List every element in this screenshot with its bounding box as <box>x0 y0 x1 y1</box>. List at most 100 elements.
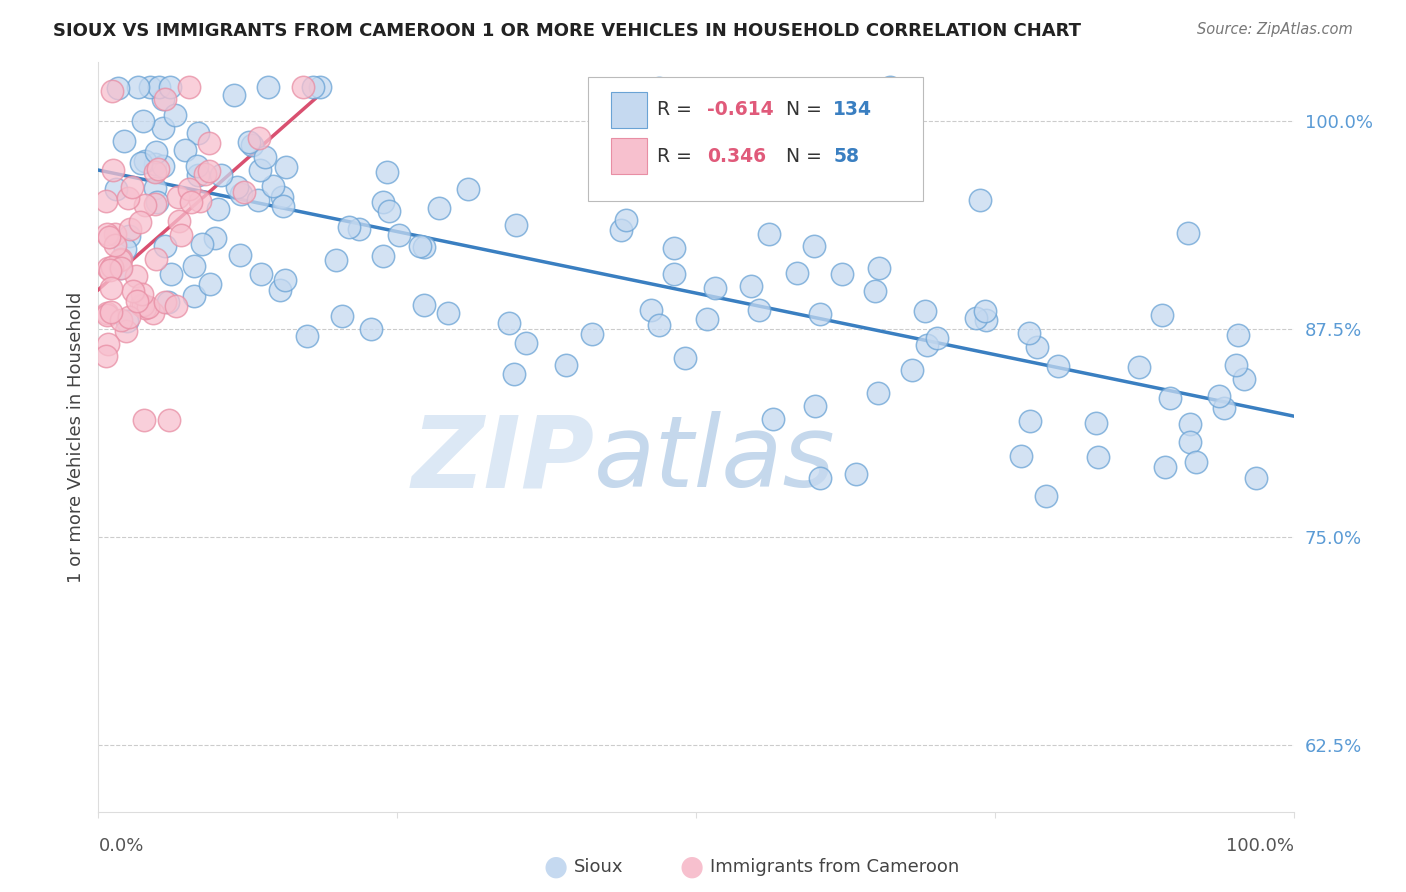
Point <box>555 358 578 372</box>
Point <box>1019 414 1042 428</box>
Point <box>1208 389 1230 403</box>
Point <box>187 168 209 182</box>
Point <box>1010 449 1032 463</box>
Point <box>125 294 148 309</box>
Point <box>678 182 700 196</box>
Point <box>498 316 520 330</box>
Point <box>132 114 155 128</box>
Point <box>132 298 155 312</box>
Point <box>762 412 785 426</box>
Point <box>1213 401 1236 415</box>
Point <box>436 306 458 320</box>
Point <box>1025 339 1047 353</box>
Point <box>974 313 997 327</box>
Point <box>295 329 318 343</box>
Point <box>740 279 762 293</box>
Point <box>748 303 770 318</box>
FancyBboxPatch shape <box>612 138 647 174</box>
Point <box>209 168 232 182</box>
Point <box>360 321 382 335</box>
Text: R =: R = <box>657 146 697 166</box>
Point <box>914 303 936 318</box>
Point <box>337 220 360 235</box>
Point <box>183 289 205 303</box>
Point <box>143 165 166 179</box>
Point <box>153 92 176 106</box>
Point <box>145 197 167 211</box>
Point <box>191 236 214 251</box>
Point <box>247 131 270 145</box>
Text: SIOUX VS IMMIGRANTS FROM CAMEROON 1 OR MORE VEHICLES IN HOUSEHOLD CORRELATION CH: SIOUX VS IMMIGRANTS FROM CAMEROON 1 OR M… <box>53 22 1081 40</box>
Point <box>110 252 132 267</box>
Point <box>1085 416 1108 430</box>
Point <box>863 284 886 298</box>
Point <box>808 306 831 320</box>
Point <box>143 156 166 170</box>
Point <box>371 249 394 263</box>
Point <box>97 336 120 351</box>
Point <box>1128 359 1150 374</box>
Point <box>165 108 187 122</box>
Point <box>1018 326 1040 341</box>
Point <box>97 260 120 275</box>
Text: 0.346: 0.346 <box>707 146 766 166</box>
Point <box>121 180 143 194</box>
Point <box>377 203 399 218</box>
Point <box>249 163 271 178</box>
Point <box>101 260 124 274</box>
Point <box>292 80 315 95</box>
Text: 134: 134 <box>834 100 872 120</box>
Text: Immigrants from Cameroon: Immigrants from Cameroon <box>710 858 959 876</box>
Point <box>160 267 183 281</box>
Point <box>1180 417 1202 432</box>
Text: -0.614: -0.614 <box>707 100 773 120</box>
Point <box>1154 460 1177 475</box>
Point <box>647 80 669 95</box>
Point <box>121 284 143 298</box>
Point <box>136 300 159 314</box>
Point <box>120 221 142 235</box>
Point <box>128 214 150 228</box>
Point <box>143 181 166 195</box>
Point <box>139 80 162 95</box>
Point <box>107 81 129 95</box>
Point <box>965 310 987 325</box>
Point <box>696 311 718 326</box>
Point <box>224 87 246 102</box>
Point <box>609 223 631 237</box>
Point <box>110 253 132 268</box>
Point <box>207 202 229 216</box>
Point <box>1226 328 1249 343</box>
Point <box>1225 358 1247 372</box>
Point <box>974 304 997 318</box>
Point <box>673 351 696 366</box>
Point <box>129 155 152 169</box>
Point <box>152 121 174 136</box>
Point <box>581 326 603 341</box>
Point <box>413 240 436 254</box>
Point <box>156 294 179 309</box>
Point <box>96 194 118 208</box>
Point <box>103 227 125 241</box>
Point <box>640 302 662 317</box>
Point <box>114 324 136 338</box>
Point <box>253 150 276 164</box>
Point <box>375 165 398 179</box>
Point <box>100 305 122 319</box>
Point <box>269 283 291 297</box>
Point <box>250 267 273 281</box>
Point <box>1159 391 1181 405</box>
Point <box>273 273 295 287</box>
Point <box>96 309 118 323</box>
Text: Sioux: Sioux <box>574 858 623 876</box>
Point <box>900 363 922 377</box>
Point <box>758 227 780 242</box>
Point <box>94 349 117 363</box>
Text: R =: R = <box>657 100 697 120</box>
Point <box>200 277 222 292</box>
Text: atlas: atlas <box>595 411 837 508</box>
Point <box>173 143 195 157</box>
Point <box>242 138 264 153</box>
Point <box>101 84 124 98</box>
Point <box>148 162 170 177</box>
